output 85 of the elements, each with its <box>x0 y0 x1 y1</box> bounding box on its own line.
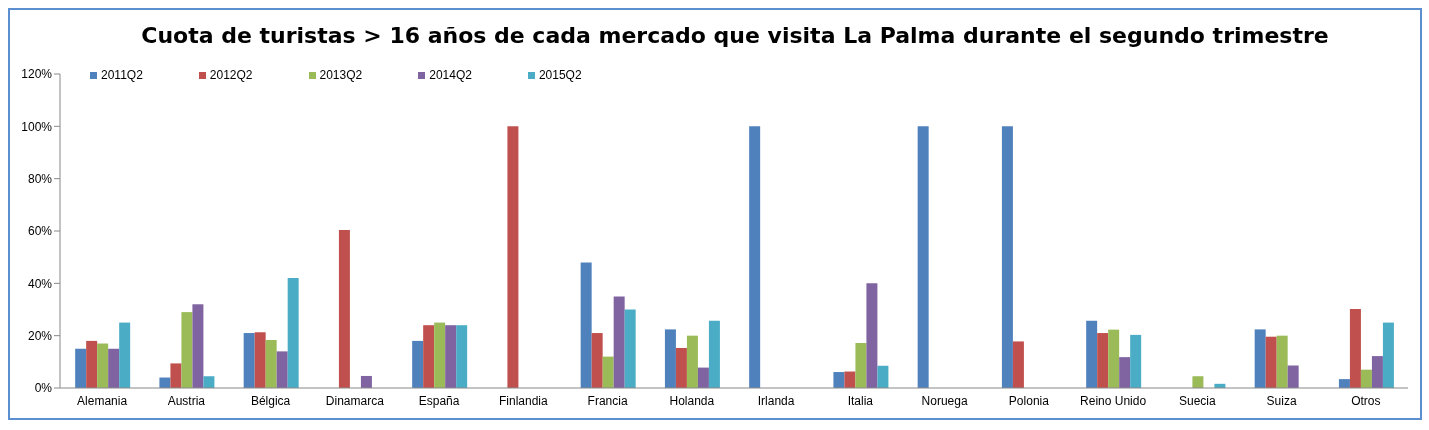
bar <box>1012 341 1024 388</box>
x-tick-label: Finlandia <box>499 393 549 408</box>
bar <box>1001 126 1013 388</box>
legend-label: 2013Q2 <box>319 68 363 82</box>
bar <box>75 348 87 388</box>
bar <box>265 340 277 388</box>
chart-title: Cuota de turistas > 16 años de cada mercado que visita La Palma durante el segundo trimestre <box>140 22 1330 48</box>
bar <box>1130 334 1142 388</box>
bar <box>108 348 120 388</box>
bar <box>1254 329 1266 388</box>
bar <box>412 340 424 388</box>
legend-label: 2014Q2 <box>429 68 472 82</box>
bar <box>97 343 109 388</box>
y-tick-label: 20% <box>27 328 53 343</box>
bar <box>86 340 98 388</box>
bar <box>423 325 435 388</box>
x-tick-label: España <box>418 393 460 408</box>
bar <box>254 332 266 388</box>
legend-label: 2012Q2 <box>209 68 253 82</box>
bar <box>686 335 698 388</box>
bar <box>580 262 592 388</box>
bar <box>507 126 519 388</box>
x-tick-label: Noruega <box>921 393 968 408</box>
bar <box>287 278 299 388</box>
bar <box>833 372 845 388</box>
x-tick-label: Dinamarca <box>325 393 385 408</box>
x-tick-label: Suiza <box>1266 393 1297 408</box>
y-tick-label: 0% <box>34 381 53 396</box>
x-tick-label: Alemania <box>77 393 128 408</box>
x-tick-label: Francia <box>587 393 628 408</box>
bar <box>1382 322 1394 388</box>
bar <box>1338 379 1350 388</box>
bar <box>1360 369 1372 388</box>
bar <box>1192 376 1204 388</box>
y-tick-label: 100% <box>21 119 53 134</box>
bar <box>181 312 193 388</box>
bar <box>697 367 709 388</box>
bar <box>749 126 761 388</box>
bar <box>664 329 676 388</box>
bar <box>675 347 687 388</box>
bar <box>591 333 603 388</box>
x-tick-label: Suecia <box>1179 393 1217 408</box>
bar <box>917 126 929 388</box>
bar <box>456 325 468 388</box>
bar <box>1108 329 1120 388</box>
x-tick-label: Polonia <box>1008 393 1050 408</box>
x-tick-label: Holanda <box>669 393 715 408</box>
y-tick-label: 120% <box>21 67 53 82</box>
bar <box>1276 335 1288 388</box>
x-tick-label: Otros <box>1351 393 1381 408</box>
bar <box>1265 336 1277 388</box>
y-tick-label: 40% <box>27 276 53 291</box>
bar <box>1287 365 1299 388</box>
x-tick-label: Irlanda <box>757 393 795 408</box>
bar <box>613 296 625 388</box>
legend-label: 2011Q2 <box>101 68 143 82</box>
bar <box>708 320 720 388</box>
bar <box>360 375 372 388</box>
bar <box>119 322 131 388</box>
bar <box>866 283 878 388</box>
y-tick-label: 80% <box>27 171 53 186</box>
bar <box>844 371 856 388</box>
bar <box>1086 320 1098 388</box>
bar <box>434 322 446 388</box>
x-tick-label: Austria <box>167 393 206 408</box>
bar <box>192 304 204 388</box>
bar <box>276 351 288 388</box>
bar <box>338 229 350 388</box>
bar <box>877 365 889 388</box>
x-tick-label: Bélgica <box>250 393 291 408</box>
legend-label: 2015Q2 <box>538 68 582 82</box>
y-tick-label: 60% <box>27 224 53 239</box>
bar <box>1371 356 1383 388</box>
bar <box>855 342 867 388</box>
x-tick-label: Reino Unido <box>1080 393 1147 408</box>
bar <box>1119 357 1131 388</box>
bar <box>602 356 614 388</box>
bar <box>170 363 182 388</box>
bar <box>624 309 636 388</box>
bar <box>243 333 255 388</box>
bar <box>203 376 215 388</box>
bar <box>445 325 457 388</box>
bar <box>1097 333 1109 388</box>
bar <box>1349 308 1361 388</box>
x-tick-label: Italia <box>847 393 874 408</box>
